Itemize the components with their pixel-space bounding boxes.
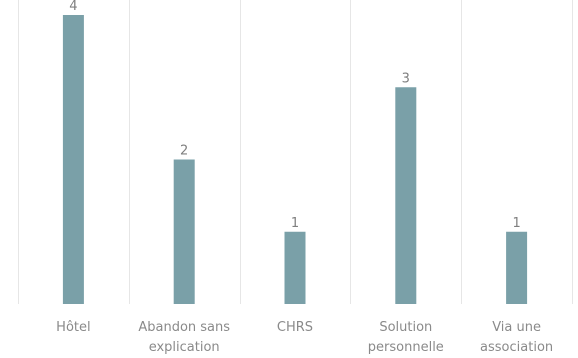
bar xyxy=(395,87,417,304)
bars xyxy=(62,15,528,304)
category-label-line: Abandon sans xyxy=(138,320,230,335)
category-label-line: Via une xyxy=(492,320,541,335)
category-dividers xyxy=(18,0,573,304)
category-label: Hôtel xyxy=(56,320,90,335)
bar xyxy=(173,159,195,304)
bar xyxy=(506,231,528,304)
category-label: Via une association xyxy=(480,320,553,355)
category-label-line: CHRS xyxy=(277,320,313,335)
bar xyxy=(62,15,84,304)
category-label: Solution personnelle xyxy=(368,320,444,355)
data-label: 1 xyxy=(512,216,520,231)
data-label: 3 xyxy=(402,71,410,86)
category-label-line: personnelle xyxy=(368,340,444,355)
category-label: CHRS xyxy=(277,320,313,335)
category-label-line: Hôtel xyxy=(56,320,90,335)
data-labels: 4 2 1 3 1 xyxy=(69,0,520,231)
category-labels: Hôtel Abandon sans explication CHRS Solution… xyxy=(56,320,553,355)
category-label-line: explication xyxy=(149,340,220,355)
category-label-line: Solution xyxy=(379,320,432,335)
data-label: 4 xyxy=(69,0,77,14)
bar xyxy=(284,231,306,304)
category-label-line: association xyxy=(480,340,553,355)
data-label: 2 xyxy=(180,144,188,159)
category-label: Abandon sans explication xyxy=(138,320,230,355)
data-label: 1 xyxy=(291,216,299,231)
